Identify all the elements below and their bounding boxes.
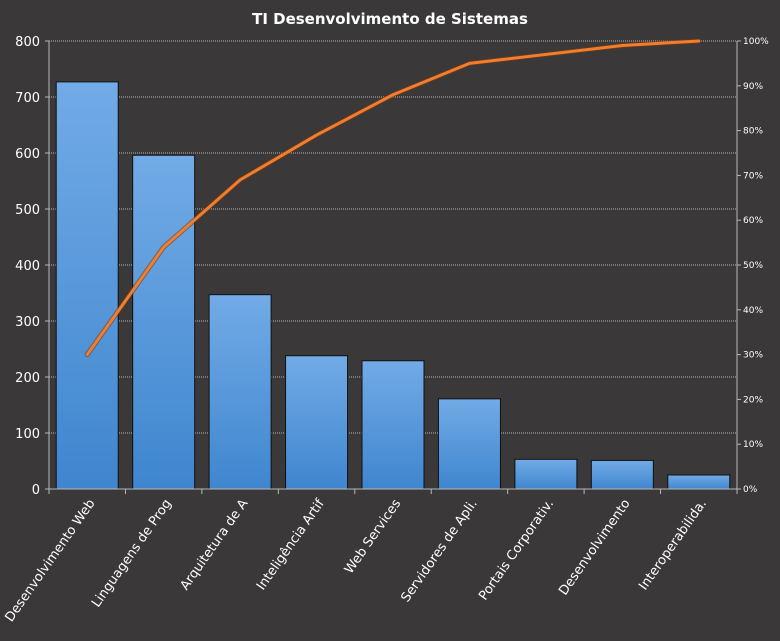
bar <box>55 81 119 490</box>
bar <box>361 360 425 490</box>
bar <box>132 154 196 490</box>
y2-tick-label: 50% <box>743 261 763 271</box>
y2-tick-label: 40% <box>743 306 763 316</box>
bars <box>55 81 731 490</box>
y2-tick-label: 0% <box>743 485 758 495</box>
y-axis-tick-labels: 0 100 200 300 400 500 600 700 800 <box>15 35 49 498</box>
y2-tick-label: 80% <box>743 127 763 137</box>
y-tick-label: 600 <box>15 147 40 162</box>
y2-tick-label: 90% <box>743 82 763 92</box>
y-tick-label: 100 <box>15 427 40 442</box>
y2-tick-label: 60% <box>743 216 763 226</box>
bar <box>667 474 731 490</box>
x-category-label: Desenvolvimento Web <box>2 497 98 625</box>
x-category-label: Portais Corporativ. <box>476 497 557 604</box>
x-category-label: Web Services <box>342 497 404 577</box>
bar <box>514 458 578 490</box>
y2-tick-label: 20% <box>743 395 763 405</box>
y-tick-label: 700 <box>15 91 40 106</box>
y2-tick-label: 70% <box>743 171 763 181</box>
x-category-label: Inteligência Artif <box>254 496 328 593</box>
bar <box>590 459 654 490</box>
x-category-label: Linguagens de Prog <box>89 497 175 611</box>
y-tick-label: 500 <box>15 203 40 218</box>
y-tick-label: 0 <box>32 483 40 498</box>
y2-axis-tick-labels: 0% 10% 20% 30% 40% 50% 60% 70% 80% 90% 100% <box>737 37 769 495</box>
bar <box>208 294 272 490</box>
y2-tick-label: 100% <box>743 37 769 47</box>
y-tick-label: 200 <box>15 371 40 386</box>
chart-title: TI Desenvolvimento de Sistemas <box>252 10 528 28</box>
bar <box>285 355 349 490</box>
x-category-label: Arquitetura de A <box>178 497 252 594</box>
x-category-label: Servidores de Apli. <box>398 497 480 606</box>
y-tick-label: 400 <box>15 259 40 274</box>
y2-tick-label: 10% <box>743 440 763 450</box>
x-category-label: Desenvolvimento <box>556 497 633 599</box>
x-category-label: Interoperabilida. <box>636 497 710 593</box>
cumulative-line-path <box>85 39 701 357</box>
y-tick-label: 800 <box>15 35 40 50</box>
y2-tick-label: 30% <box>743 351 763 361</box>
y-tick-label: 300 <box>15 315 40 330</box>
cumulative-line <box>84 38 702 358</box>
bar <box>437 398 501 490</box>
